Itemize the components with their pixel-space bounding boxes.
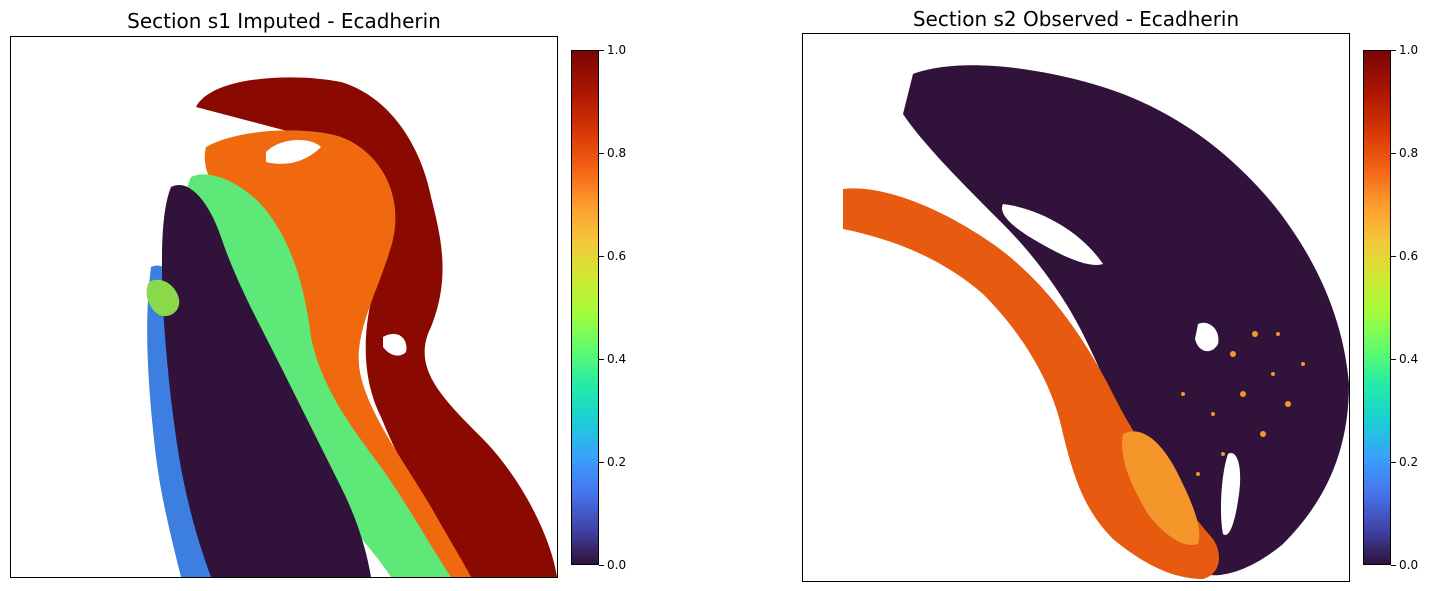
panel2-axes xyxy=(802,33,1350,582)
panel2-hole-3 xyxy=(1220,453,1241,535)
panel2-region-low xyxy=(903,65,1349,576)
panel2-heatmap-image xyxy=(843,65,1349,579)
colorbar-tick-label: 0.4 xyxy=(1399,352,1419,366)
panel2-title: Section s2 Observed - Ecadherin xyxy=(912,7,1240,31)
panel2-hole-2 xyxy=(1195,322,1219,352)
colorbar-tick xyxy=(1391,461,1396,463)
panel1-region-left-blob xyxy=(146,279,180,317)
panel2-region-orange xyxy=(843,188,1219,579)
colorbar-tick-label: 0.8 xyxy=(1399,146,1419,160)
colorbar-tick xyxy=(599,152,604,154)
panel1-title: Section s1 Imputed - Ecadherin xyxy=(127,9,441,33)
colorbar-tick-label: 0.6 xyxy=(1399,249,1419,263)
colorbar-tick xyxy=(1391,255,1396,257)
panel1-region-low xyxy=(161,185,371,577)
colorbar-tick-label: 0.4 xyxy=(607,352,627,366)
panel2-specks xyxy=(1181,331,1305,476)
colorbar-tick xyxy=(599,461,604,463)
panel1-region-mid xyxy=(185,174,451,577)
colorbar-tick-label: 0.8 xyxy=(607,146,627,160)
colorbar-tick xyxy=(1391,152,1396,154)
colorbar-tick-label: 0.0 xyxy=(1399,558,1419,572)
colorbar-tick xyxy=(599,564,604,566)
panel1-hole-right xyxy=(383,333,407,356)
colorbar-tick xyxy=(599,255,604,257)
colorbar-tick-label: 0.0 xyxy=(607,558,627,572)
panel2-hole-1 xyxy=(1002,204,1103,265)
panel1-heatmap-image xyxy=(146,77,557,577)
colorbar-tick xyxy=(1391,358,1396,360)
colorbar-tick xyxy=(1391,564,1396,566)
colorbar-tick-label: 0.2 xyxy=(607,455,627,469)
panel1-axes xyxy=(10,36,558,578)
colorbar-tick xyxy=(599,49,604,51)
panel2-region-light xyxy=(1122,431,1200,545)
colorbar-tick-label: 0.6 xyxy=(607,249,627,263)
panel1-region-high xyxy=(196,77,557,577)
colorbar-tick xyxy=(599,358,604,360)
panel2-colorbar xyxy=(1363,50,1391,565)
colorbar-tick-label: 0.2 xyxy=(1399,455,1419,469)
colorbar-tick xyxy=(1391,49,1396,51)
colorbar-tick-label: 1.0 xyxy=(607,43,627,57)
panel1-hole-top xyxy=(266,140,321,164)
colorbar-tick-label: 1.0 xyxy=(1399,43,1419,57)
panel1-colorbar xyxy=(571,50,599,565)
